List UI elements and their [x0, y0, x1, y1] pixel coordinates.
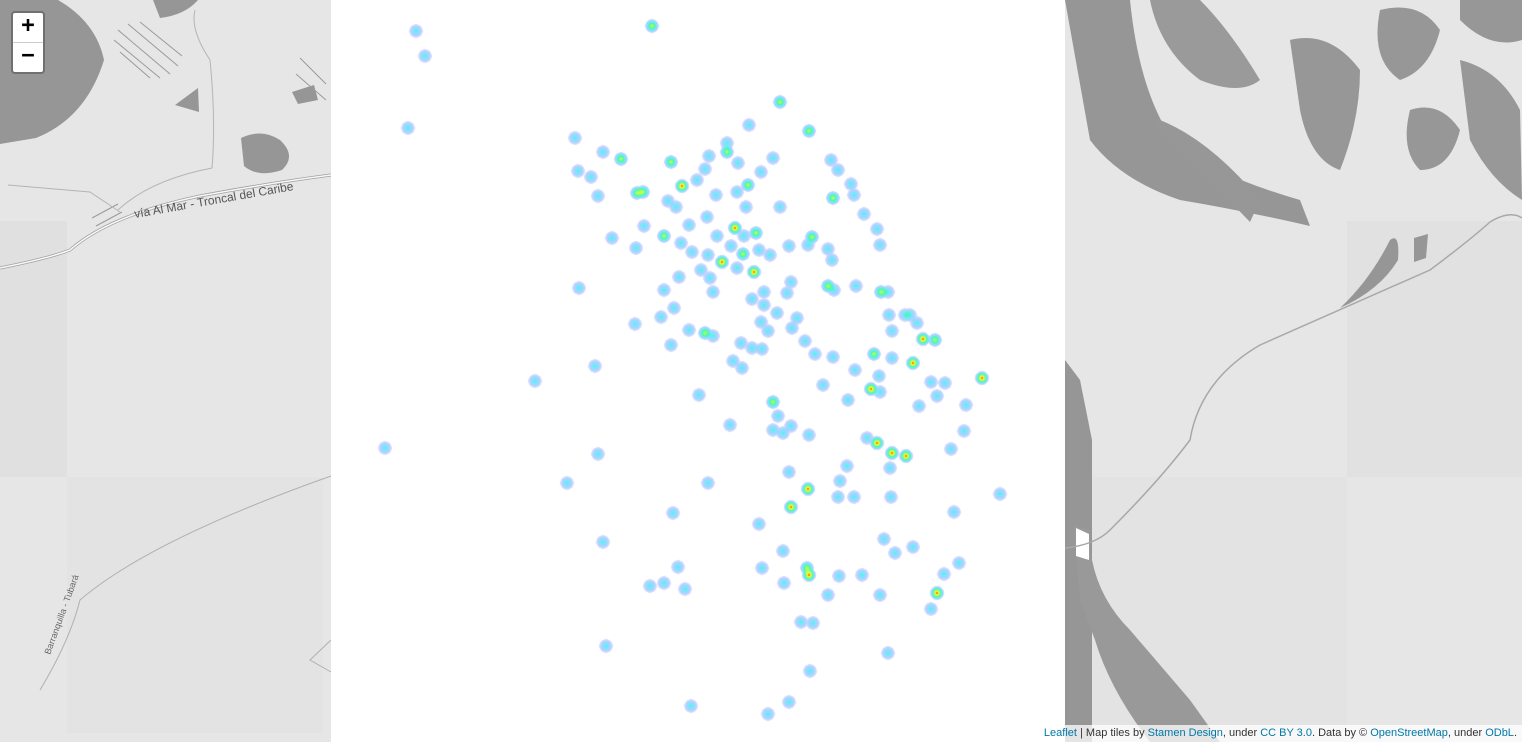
- zoom-control: + −: [11, 11, 45, 74]
- zoom-in-button[interactable]: +: [13, 13, 43, 43]
- attribution-bar: Leaflet | Map tiles by Stamen Design, un…: [1038, 725, 1522, 742]
- ccby-link[interactable]: CC BY 3.0: [1260, 727, 1312, 739]
- osm-link[interactable]: OpenStreetMap: [1370, 727, 1448, 739]
- attribution-text-4: , under: [1447, 727, 1486, 739]
- odbl-link[interactable]: ODbL: [1485, 727, 1514, 739]
- stamen-link[interactable]: Stamen Design: [1147, 727, 1223, 739]
- attribution-text-1: | Map tiles by: [1076, 727, 1148, 739]
- attribution-text-2: , under: [1222, 727, 1261, 739]
- zoom-out-button[interactable]: −: [21, 43, 35, 68]
- attribution-text-5: .: [1513, 727, 1517, 739]
- attribution-text-3: . Data by ©: [1311, 727, 1371, 739]
- leaflet-link[interactable]: Leaflet: [1043, 727, 1077, 739]
